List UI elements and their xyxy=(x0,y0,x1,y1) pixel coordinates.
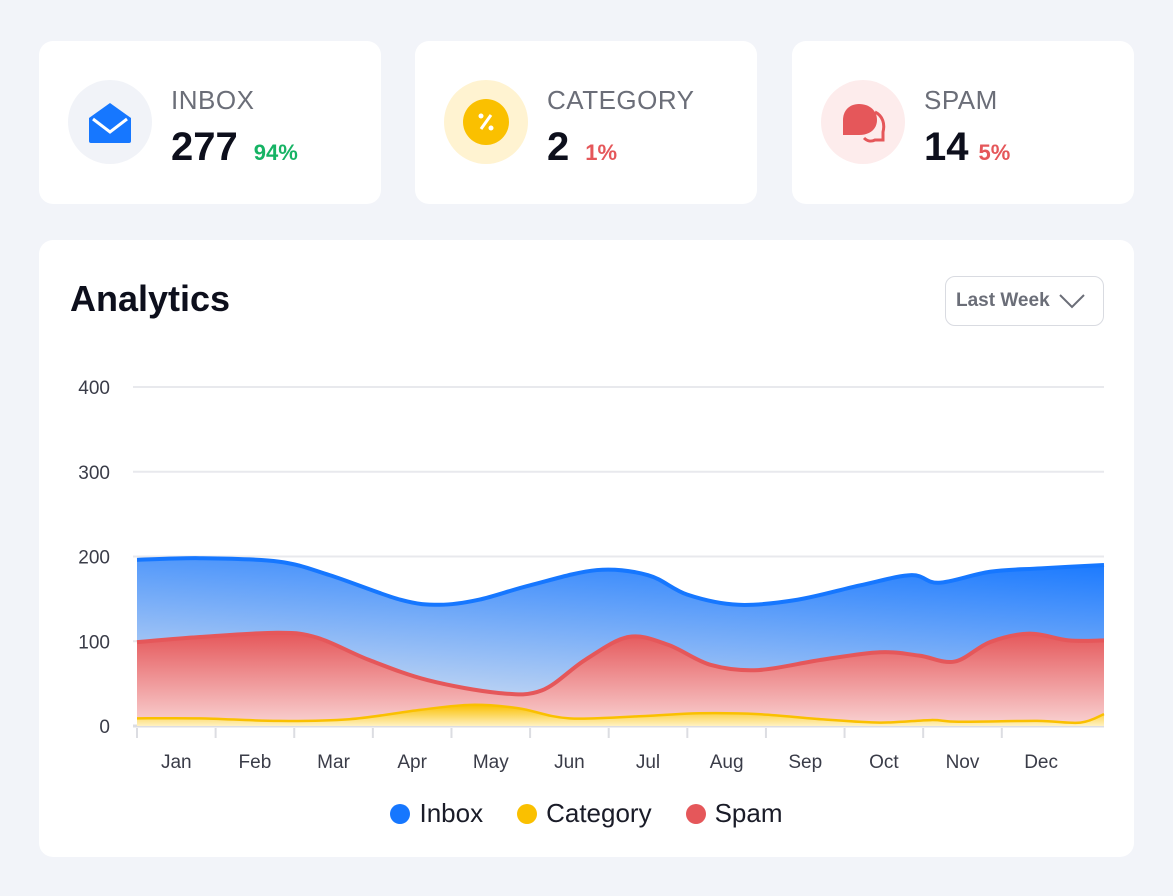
chart-legend: Inbox Category Spam xyxy=(39,798,1134,829)
x-tick-label: Mar xyxy=(317,752,350,773)
analytics-chart: 0 100 200 300 400 Jan Feb Mar Apr May Jun Jul Aug Sep… xyxy=(78,378,1105,773)
x-tick-label: Jun xyxy=(554,752,585,773)
legend-inbox[interactable]: Inbox xyxy=(390,798,483,829)
analytics-card: Analytics Last Week 0 100 200 300 400 Jan Feb M… xyxy=(39,240,1134,857)
category-line xyxy=(136,703,1105,725)
category-stat-card[interactable]: CATEGORY 2 1% xyxy=(415,41,757,204)
chevron-down-icon xyxy=(1058,294,1085,309)
x-tick-label: Jan xyxy=(161,752,192,773)
x-tick-label: Oct xyxy=(869,752,899,773)
stat-value: 277 xyxy=(171,125,238,169)
chat-bubbles-icon xyxy=(821,80,905,164)
open-envelope-icon xyxy=(68,80,152,164)
x-tick-label: Apr xyxy=(397,752,427,773)
stat-percent: 5% xyxy=(978,140,1011,165)
spam-stat-card[interactable]: SPAM 14 5% xyxy=(792,41,1134,204)
legend-dot xyxy=(685,803,706,824)
percent-badge-icon xyxy=(444,80,528,164)
x-tick-label: Jul xyxy=(636,752,660,773)
y-tick-label: 100 xyxy=(78,632,110,653)
stat-percent: 1% xyxy=(585,140,618,165)
spam-area xyxy=(137,632,1104,726)
x-tick-label: Aug xyxy=(710,752,744,773)
inbox-stat-card[interactable]: INBOX 277 94% xyxy=(39,41,381,204)
x-tick-label: Sep xyxy=(788,752,822,773)
stat-label: INBOX xyxy=(171,85,255,115)
x-tick-label: May xyxy=(473,752,509,773)
legend-category[interactable]: Category xyxy=(517,798,652,829)
spam-line xyxy=(136,630,1105,697)
stat-value: 14 xyxy=(924,125,969,169)
range-dropdown-value: Last Week xyxy=(956,290,1050,311)
y-tick-label: 0 xyxy=(99,717,110,738)
stat-percent: 94% xyxy=(253,140,298,165)
range-dropdown[interactable]: Last Week xyxy=(945,276,1104,326)
analytics-title: Analytics xyxy=(70,278,231,319)
x-tick-label: Dec xyxy=(1024,752,1058,773)
x-tick-label: Feb xyxy=(239,752,272,773)
legend-dot xyxy=(390,803,411,824)
legend-spam[interactable]: Spam xyxy=(685,798,783,829)
stat-label: SPAM xyxy=(924,85,998,115)
stat-label: CATEGORY xyxy=(547,85,695,115)
y-tick-label: 400 xyxy=(78,378,110,399)
y-tick-label: 200 xyxy=(78,548,110,569)
y-tick-label: 300 xyxy=(78,463,110,484)
inbox-line xyxy=(136,556,1105,607)
x-tick-label: Nov xyxy=(946,752,980,773)
category-area xyxy=(137,704,1104,726)
stat-value: 2 xyxy=(547,125,570,169)
legend-dot xyxy=(517,803,538,824)
